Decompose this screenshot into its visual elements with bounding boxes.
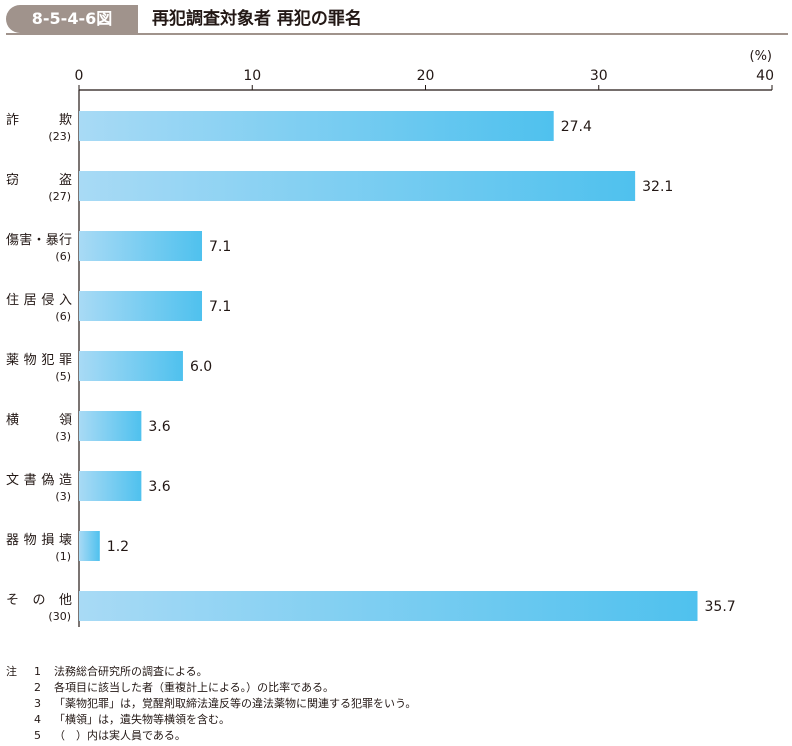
footnote-text: 「薬物犯罪」は，覚醒剤取締法違反等の違法薬物に関連する犯罪をいう。 — [54, 697, 417, 710]
bar-value-label: 32.1 — [642, 179, 673, 195]
footnote-item: 注 1 法務総合研究所の調査による。 — [6, 664, 786, 680]
bar-value-label: 1.2 — [107, 539, 129, 555]
bar — [79, 471, 142, 501]
bar — [79, 231, 203, 261]
category-label: 詐 欺 — [6, 112, 72, 128]
bar — [79, 111, 554, 141]
bar — [79, 411, 142, 441]
bar — [79, 171, 636, 201]
footnote-number: 1 — [34, 665, 41, 678]
unit-label: (%) — [750, 49, 773, 64]
category-count-label: (3) — [55, 490, 71, 503]
bar-value-label: 6.0 — [190, 359, 212, 375]
category-count-label: (6) — [55, 310, 71, 323]
footnote-head: 注 — [6, 665, 17, 678]
figure-header: 8-5-4-6図 再犯調査対象者 再犯の罪名 — [0, 0, 792, 38]
category-label: 文書偽造 — [6, 473, 72, 488]
bars — [79, 111, 698, 621]
bar — [79, 291, 203, 321]
category-count-label: (5) — [55, 370, 71, 383]
footnote-number: 4 — [34, 713, 41, 726]
footnote-item: 5 （ ）内は実人員である。 — [6, 728, 786, 744]
bar — [79, 351, 183, 381]
figure-number-badge: 8-5-4-6図 — [6, 5, 138, 33]
bar — [79, 591, 698, 621]
category-count-label: (6) — [55, 250, 71, 263]
x-tick-label: 0 — [75, 68, 84, 84]
bar — [79, 531, 100, 561]
bar-value-label: 35.7 — [705, 599, 736, 615]
x-axis: 0 10 20 30 40 — [75, 68, 774, 627]
category-label: そ の 他 — [6, 593, 72, 608]
footnote-number: 3 — [34, 697, 41, 710]
category-label: 器物損壊 — [6, 533, 72, 548]
category-count-label: (1) — [55, 550, 71, 563]
footnote-text: 各項目に該当した者（重複計上による。）の比率である。 — [54, 681, 335, 694]
category-count-label: (30) — [48, 610, 71, 623]
bar-value-label: 7.1 — [209, 239, 231, 255]
category-label: 住居侵入 — [6, 292, 72, 308]
bar-value-label: 3.6 — [148, 419, 170, 435]
footnotes: 注 1 法務総合研究所の調査による。 2 各項目に該当した者（重複計上による。）の比率で… — [6, 664, 786, 744]
footnote-number: 5 — [34, 729, 41, 742]
bar-chart: (%) 0 10 20 30 40 27.4 詐 欺 (23) 32.1 窃 盗 (27) 7.1 傷… — [6, 49, 774, 627]
category-label: 横 領 — [6, 412, 72, 428]
category-label: 薬物犯罪 — [6, 353, 72, 368]
x-tick-label: 30 — [590, 68, 608, 84]
x-tick-label: 20 — [417, 68, 435, 84]
footnote-text: （ ）内は実人員である。 — [54, 729, 186, 742]
category-label: 窃 盗 — [6, 172, 72, 188]
header-divider — [6, 33, 788, 35]
x-tick-label: 40 — [756, 68, 774, 84]
category-label: 傷害・暴行 — [6, 232, 72, 248]
footnote-item: 3 「薬物犯罪」は，覚醒剤取締法違反等の違法薬物に関連する犯罪をいう。 — [6, 696, 786, 712]
footnote-text: 「横領」は，遺失物等横領を含む。 — [54, 713, 230, 726]
bar-value-label: 7.1 — [209, 299, 231, 315]
figure-title: 再犯調査対象者 再犯の罪名 — [152, 9, 362, 29]
bar-value-label: 27.4 — [561, 119, 592, 135]
footnote-number: 2 — [34, 681, 41, 694]
category-count-label: (3) — [55, 430, 71, 443]
category-count-label: (27) — [48, 190, 71, 203]
footnote-item: 2 各項目に該当した者（重複計上による。）の比率である。 — [6, 680, 786, 696]
footnote-item: 4 「横領」は，遺失物等横領を含む。 — [6, 712, 786, 728]
bar-value-label: 3.6 — [148, 479, 170, 495]
category-count-label: (23) — [48, 130, 71, 143]
x-tick-label: 10 — [243, 68, 261, 84]
footnote-text: 法務総合研究所の調査による。 — [54, 665, 208, 678]
